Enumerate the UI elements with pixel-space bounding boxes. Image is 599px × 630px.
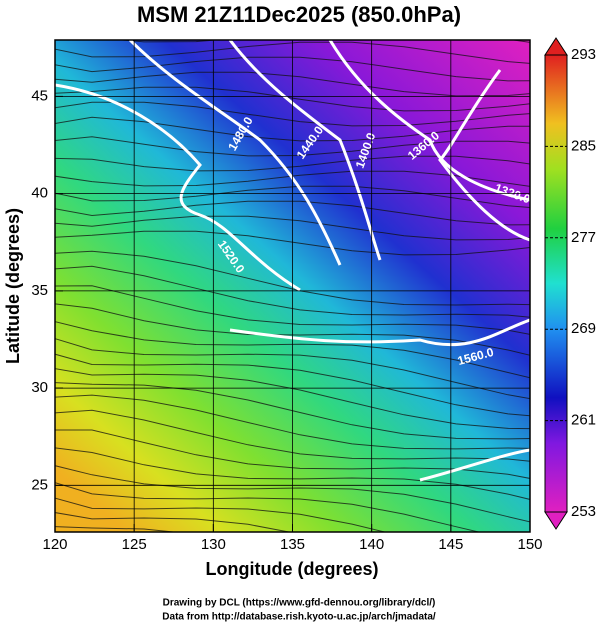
plot-frame (54, 39, 531, 533)
colorbar-tick-label: 253 (571, 503, 596, 520)
x-axis-label: Longitude (degrees) (205, 559, 378, 579)
streamline (55, 382, 530, 440)
streamline (55, 116, 530, 142)
streamline (55, 265, 530, 318)
y-tick-label: 30 (31, 379, 48, 396)
x-tick-label: 145 (438, 536, 463, 553)
x-tick-label: 125 (122, 536, 147, 553)
streamline (55, 303, 530, 356)
colorbar-tick-label: 261 (571, 412, 596, 429)
streamline (55, 482, 481, 532)
streamline (55, 338, 530, 400)
x-tick-label: 130 (201, 536, 226, 553)
chart-title: MSM 21Z11Dec2025 (850.0hPa) (137, 2, 461, 27)
y-tick-label: 45 (31, 87, 48, 104)
streamline (55, 526, 179, 532)
credit: Drawing by DCL (https://www.gfd-dennou.o… (163, 598, 436, 609)
y-tick-label: 35 (31, 282, 48, 299)
streamline (55, 56, 530, 82)
y-tick-label: 25 (31, 476, 48, 493)
streamline (55, 170, 530, 187)
x-tick-label: 135 (280, 536, 305, 553)
streamline (55, 465, 530, 523)
y-axis-label: Latitude (degrees) (3, 208, 23, 364)
colorbar-tick-label: 277 (571, 229, 596, 246)
streamline (55, 71, 530, 97)
streamline (55, 447, 530, 500)
streamline (55, 497, 387, 532)
colorbar-tick-label: 269 (571, 320, 596, 337)
x-tick-label: 140 (359, 536, 384, 553)
streamline (55, 321, 530, 379)
x-tick-label: 150 (517, 536, 542, 553)
streamline (55, 409, 530, 462)
streamline (55, 368, 530, 430)
streamline (55, 285, 530, 335)
streamline (55, 136, 530, 157)
credit: Data from http://database.rish.kyoto-u.a… (162, 612, 436, 623)
streamline (55, 512, 292, 532)
colorbar-tick-label: 293 (571, 46, 596, 63)
streamline (55, 353, 530, 417)
colorbar-tick-label: 285 (571, 137, 596, 154)
colorbar (544, 54, 568, 513)
y-tick-label: 40 (31, 185, 48, 202)
colorbar-extend-low (544, 511, 568, 530)
streamline (55, 394, 530, 450)
x-tick-label: 120 (42, 536, 67, 553)
streamline (55, 155, 530, 172)
streamline (55, 215, 530, 241)
streamline (55, 200, 530, 226)
streamlines (55, 40, 530, 532)
streamline (55, 429, 530, 479)
streamline (55, 41, 530, 64)
streamline (55, 230, 530, 256)
contours (55, 40, 530, 482)
streamline (55, 101, 530, 127)
colorbar-extend-high (544, 37, 568, 56)
